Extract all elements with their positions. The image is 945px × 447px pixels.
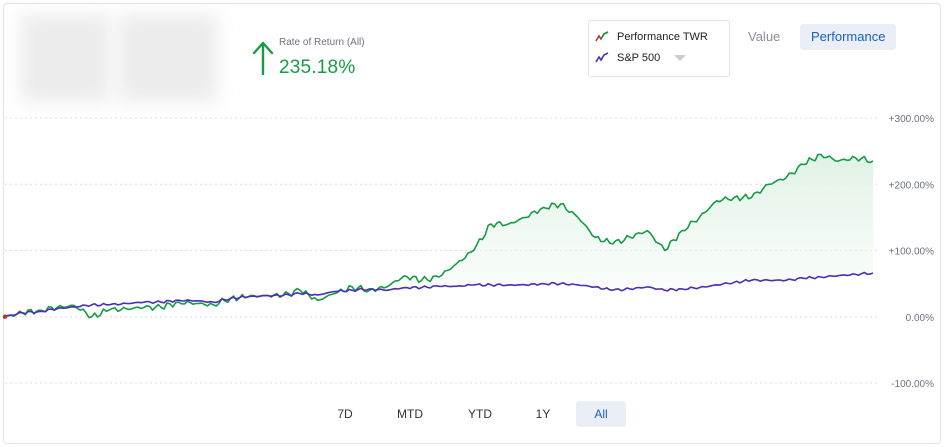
redacted-balance-left xyxy=(20,14,110,102)
series-line-benchmark xyxy=(4,271,874,318)
performance-toggle-button[interactable]: Performance xyxy=(800,24,897,50)
line-chart-icon xyxy=(595,31,609,42)
y-tick-label: +200.00% xyxy=(889,180,934,191)
rate-of-return-value: 235.18% xyxy=(279,57,356,78)
y-tick-label: +300.00% xyxy=(889,114,934,125)
line-chart-icon xyxy=(595,52,609,63)
range-button-1y[interactable]: 1Y xyxy=(535,407,551,421)
legend-label-benchmark: S&P 500 xyxy=(617,52,661,64)
chart-legend: Performance TWR S&P 500 xyxy=(588,20,730,77)
y-tick-label: 0.00% xyxy=(906,313,934,324)
y-tick-label: +100.00% xyxy=(889,247,934,258)
y-tick-label: -100.00% xyxy=(891,379,934,390)
redacted-balance-right xyxy=(118,14,218,102)
performance-area-fill xyxy=(5,154,873,318)
range-button-7d[interactable]: 7D xyxy=(337,407,353,421)
legend-item-benchmark[interactable]: S&P 500 xyxy=(595,52,687,64)
range-button-all[interactable]: All xyxy=(576,401,626,427)
legend-label-performance: Performance TWR xyxy=(617,31,708,43)
value-toggle-button[interactable]: Value xyxy=(748,29,781,44)
arrow-up-icon xyxy=(252,41,274,76)
legend-item-performance[interactable]: Performance TWR xyxy=(595,31,708,43)
performance-line-chart: +300.00% +200.00% +100.00% 0.00% -100.00% xyxy=(2,114,934,390)
range-button-mtd[interactable]: MTD xyxy=(397,407,423,421)
rate-of-return-label: Rate of Return (All) xyxy=(279,37,365,48)
range-button-ytd[interactable]: YTD xyxy=(468,407,492,421)
series-line-performance xyxy=(4,153,874,319)
series-start-point xyxy=(2,314,8,319)
chevron-down-icon[interactable] xyxy=(674,55,687,61)
